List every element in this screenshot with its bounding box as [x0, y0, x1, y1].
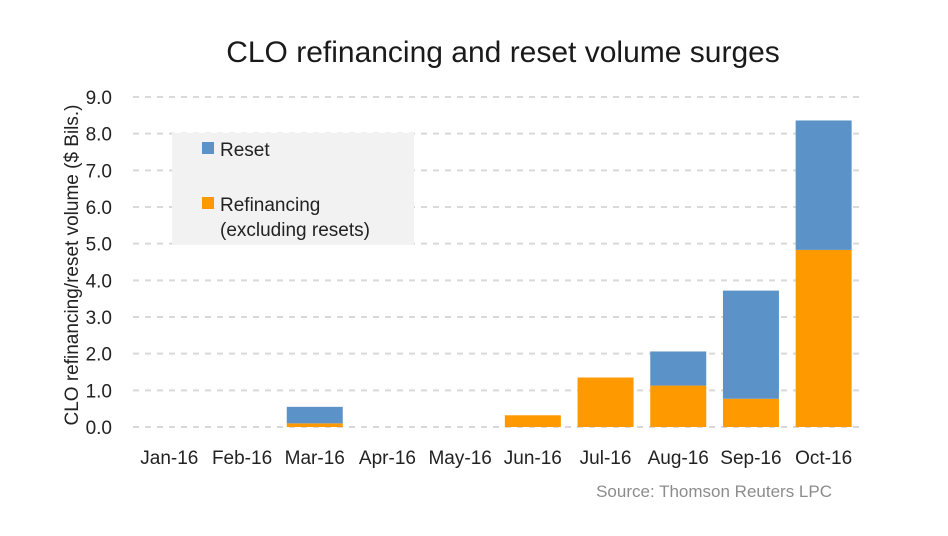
y-axis-label: CLO refinancing/reset volume ($ Bils.)	[62, 104, 83, 425]
x-tick-label: Mar-16	[285, 448, 345, 469]
bar-reset-aug-16	[650, 351, 707, 386]
y-tick-label: 9.0	[86, 88, 112, 109]
bar-reset-oct-16	[795, 120, 852, 250]
legend-label: Reset	[220, 140, 270, 161]
legend-swatch	[202, 142, 214, 154]
bar-refinancing-jul-16	[577, 377, 634, 427]
x-tick-label: Jan-16	[140, 448, 198, 469]
x-tick-label: May-16	[428, 448, 491, 469]
y-tick-label: 5.0	[86, 235, 112, 256]
bars	[286, 120, 852, 427]
bar-reset-mar-16	[286, 406, 343, 424]
x-tick-label: Jun-16	[504, 448, 562, 469]
bar-refinancing-oct-16	[795, 249, 852, 427]
x-tick-label: Sep-16	[720, 448, 781, 469]
x-tick-label: Apr-16	[359, 448, 416, 469]
bar-refinancing-sep-16	[722, 398, 779, 427]
bar-refinancing-jun-16	[504, 415, 561, 427]
y-axis-ticks: 0.0 1.0 2.0 3.0 4.0 5.0 6.0 7.0 8.0 9.0	[86, 88, 112, 439]
source-note: Source: Thomson Reuters LPC	[596, 482, 832, 501]
x-tick-label: Feb-16	[212, 448, 272, 469]
y-tick-label: 7.0	[86, 161, 112, 182]
x-tick-label: Jul-16	[580, 448, 632, 469]
y-tick-label: 4.0	[86, 271, 112, 292]
bar-refinancing-mar-16	[286, 423, 343, 427]
legend-label: Refinancing	[220, 195, 320, 216]
legend-swatch	[202, 197, 214, 209]
bar-reset-sep-16	[722, 290, 779, 399]
legend-label: (excluding resets)	[220, 220, 370, 241]
x-tick-label: Oct-16	[795, 448, 852, 469]
y-tick-label: 3.0	[86, 308, 112, 329]
chart-title: CLO refinancing and reset volume surges	[226, 36, 780, 69]
y-tick-label: 8.0	[86, 125, 112, 146]
y-tick-label: 2.0	[86, 345, 112, 366]
y-tick-label: 0.0	[86, 418, 112, 439]
legend: Reset Refinancing (excluding resets)	[202, 140, 370, 241]
y-tick-label: 6.0	[86, 198, 112, 219]
x-axis-ticks: Jan-16 Feb-16 Mar-16 Apr-16 May-16 Jun-16 Jul-…	[140, 448, 852, 469]
bar-refinancing-aug-16	[650, 385, 707, 427]
x-tick-label: Aug-16	[648, 448, 709, 469]
y-tick-label: 1.0	[86, 381, 112, 402]
